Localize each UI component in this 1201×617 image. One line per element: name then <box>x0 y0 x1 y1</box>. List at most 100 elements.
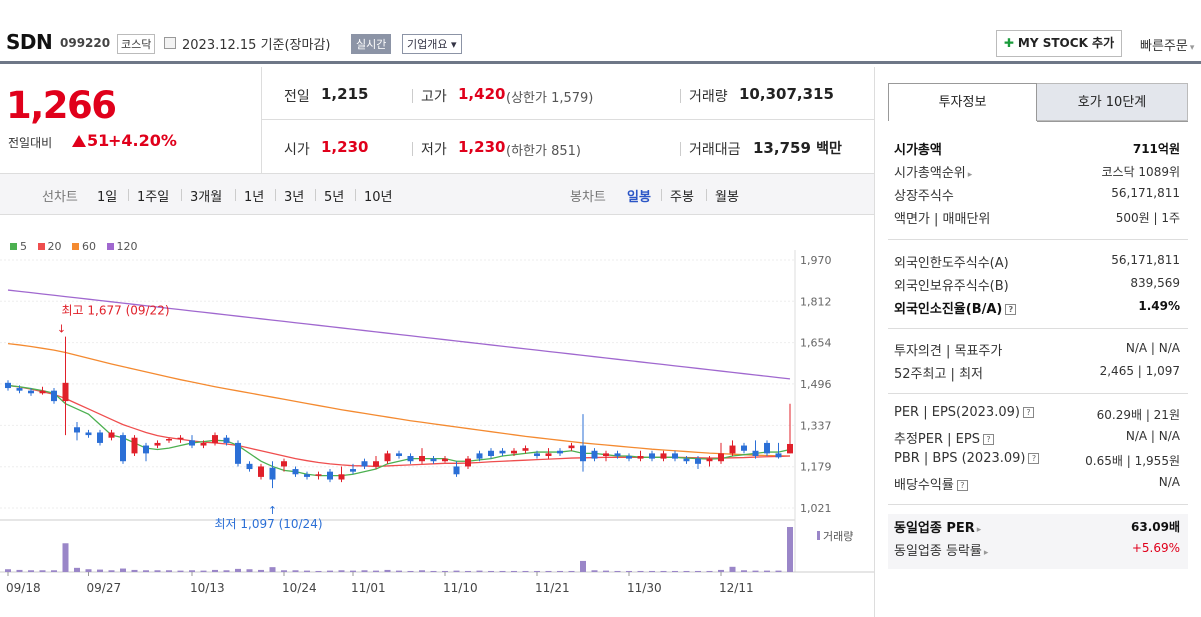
price-chart[interactable]: 1,970 1,812 1,654 1,496 1,337 1,179 1,021 최고 1,… <box>0 245 874 617</box>
ma-line-ma60 <box>7 342 791 457</box>
legend-label: 60 <box>82 240 96 253</box>
period-1w[interactable]: 1주일 <box>137 190 170 205</box>
volume-bar <box>614 570 621 572</box>
candle-body <box>453 466 460 475</box>
help-icon[interactable]: ? <box>1028 453 1040 464</box>
period-10y[interactable]: 10년 <box>364 190 393 205</box>
candle-body <box>212 435 218 443</box>
company-overview-dropdown[interactable]: 기업개요 ▾ <box>402 34 462 54</box>
divider <box>661 189 662 201</box>
divider <box>275 189 276 201</box>
quick-order-button[interactable]: 빠른주문 ▾ <box>1140 35 1194 54</box>
candle-body <box>327 471 333 480</box>
volume-bar <box>683 570 690 572</box>
candle-body <box>764 442 770 454</box>
legend-label: 5 <box>20 240 27 253</box>
volume-bar <box>269 567 276 572</box>
volume-bar <box>430 570 437 572</box>
info-label-text: 시가총액순위 <box>894 166 966 181</box>
volume-bar <box>637 570 644 572</box>
candle-body <box>660 453 667 459</box>
info-label[interactable]: 시가총액순위 ▸ <box>894 162 972 181</box>
x-tick-label: 11/21 <box>535 581 570 595</box>
y-tick-label: 1,654 <box>800 337 832 350</box>
volume-bar <box>775 570 782 572</box>
lower-limit: (하한가 851) <box>506 144 581 159</box>
chart-toolbar <box>0 173 874 215</box>
candle-body <box>74 427 80 433</box>
info-label[interactable]: 외국인소진율(B/A)? <box>894 298 1017 317</box>
info-label[interactable]: 동일업종 등락률 ▸ <box>894 540 988 559</box>
ma-line-ma120 <box>7 289 791 380</box>
help-icon[interactable]: ? <box>1022 407 1034 418</box>
tab-underline <box>1037 121 1188 122</box>
info-label[interactable]: PBR | BPS (2023.09)? <box>894 451 1040 466</box>
candle-body <box>741 445 747 451</box>
info-value: 60.29배 | 21원 <box>1096 408 1180 422</box>
open-label: 시가 <box>284 142 310 158</box>
volume-bar <box>97 569 103 572</box>
amount-unit: 백만 <box>816 141 842 157</box>
my-stock-add-button[interactable]: ✚ MY STOCK 추가 <box>996 30 1122 57</box>
realtime-button[interactable]: 실시간 <box>351 34 392 54</box>
volume-bar <box>453 570 460 572</box>
candle-body <box>637 455 644 459</box>
low-value: 1,230 <box>458 138 506 156</box>
help-icon[interactable]: ? <box>982 434 994 445</box>
volume-bar <box>442 570 448 572</box>
help-icon[interactable]: ? <box>1005 304 1017 315</box>
period-1y[interactable]: 1년 <box>244 190 265 205</box>
candle-body <box>476 453 483 459</box>
volume-bar <box>143 570 149 572</box>
amount-value: 13,759 백만 <box>753 138 842 158</box>
help-icon[interactable]: ? <box>956 480 968 491</box>
candle-body <box>465 458 471 467</box>
current-price: 1,266 <box>6 84 117 127</box>
candle-body <box>488 450 494 456</box>
period-5y[interactable]: 5년 <box>324 190 345 205</box>
volume-bar <box>350 570 356 572</box>
chevron-right-icon: ▸ <box>976 525 982 535</box>
candle-body <box>511 450 517 454</box>
legend-swatch <box>106 243 114 250</box>
candle-body <box>430 458 437 462</box>
volume-bar <box>568 570 575 572</box>
up-triangle-icon <box>72 135 86 147</box>
candle-body <box>39 390 46 394</box>
candle-body <box>97 432 103 443</box>
candle-monthly[interactable]: 월봉 <box>715 190 739 205</box>
candle-weekly[interactable]: 주봉 <box>670 190 694 205</box>
amount-number: 13,759 <box>753 139 811 157</box>
price-box <box>0 67 262 173</box>
volume-bar <box>419 570 425 572</box>
group-divider <box>888 504 1188 505</box>
period-3m[interactable]: 3개월 <box>190 190 223 205</box>
info-label-text: 외국인한도주식수(A) <box>894 256 1009 271</box>
volume-bar <box>522 570 529 572</box>
candle-body <box>545 453 552 456</box>
legend-item: 5 <box>10 240 27 253</box>
volume-bar <box>177 570 184 572</box>
divider <box>412 89 413 103</box>
volume-bar <box>545 570 552 572</box>
candle-body <box>269 467 276 480</box>
period-3y[interactable]: 3년 <box>284 190 305 205</box>
info-label: 투자의견 | 목표주가 <box>894 340 1002 359</box>
divider <box>355 189 356 201</box>
period-1d[interactable]: 1일 <box>97 190 118 205</box>
candle-body <box>614 453 621 456</box>
tab-invest-info[interactable]: 투자정보 <box>888 83 1037 121</box>
info-label[interactable]: PER | EPS(2023.09)? <box>894 405 1034 420</box>
volume-bar <box>488 570 494 572</box>
info-label[interactable]: 동일업종 PER ▸ <box>894 517 981 536</box>
volume-label: 거래량 <box>823 530 853 543</box>
info-label[interactable]: 추정PER | EPS? <box>894 428 994 447</box>
info-label[interactable]: 배당수익률? <box>894 474 968 493</box>
divider <box>680 89 681 103</box>
volume-bar <box>16 569 23 572</box>
sector-box <box>888 514 1188 569</box>
volume-legend-swatch <box>817 531 820 540</box>
tab-order-book[interactable]: 호가 10단계 <box>1037 83 1188 121</box>
line-chart-label: 선차트 <box>42 190 78 205</box>
candle-daily[interactable]: 일봉 <box>627 190 651 205</box>
